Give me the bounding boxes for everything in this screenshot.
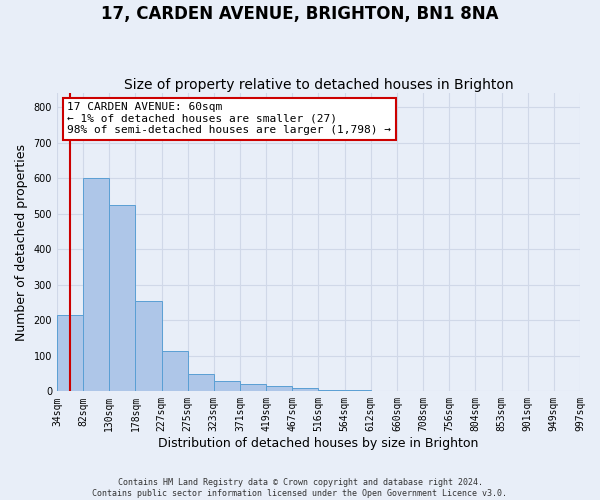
Bar (240, 384, 266, 392)
X-axis label: Distribution of detached houses by size in Brighton: Distribution of detached houses by size … (158, 437, 479, 450)
Text: 17, CARDEN AVENUE, BRIGHTON, BN1 8NA: 17, CARDEN AVENUE, BRIGHTON, BN1 8NA (101, 5, 499, 23)
Bar (57, 315, 83, 392)
Bar (161, 350, 188, 392)
Bar (266, 386, 292, 392)
Y-axis label: Number of detached properties: Number of detached properties (15, 144, 28, 341)
Bar (136, 301, 161, 392)
Bar (214, 380, 240, 392)
Bar (109, 205, 136, 392)
Bar (371, 390, 397, 392)
Text: Contains HM Land Registry data © Crown copyright and database right 2024.
Contai: Contains HM Land Registry data © Crown c… (92, 478, 508, 498)
Bar (83, 178, 109, 392)
Bar (188, 374, 214, 392)
Text: 17 CARDEN AVENUE: 60sqm
← 1% of detached houses are smaller (27)
98% of semi-det: 17 CARDEN AVENUE: 60sqm ← 1% of detached… (67, 102, 391, 136)
Bar (319, 390, 344, 392)
Bar (292, 388, 319, 392)
Title: Size of property relative to detached houses in Brighton: Size of property relative to detached ho… (124, 78, 513, 92)
Bar (344, 390, 371, 392)
